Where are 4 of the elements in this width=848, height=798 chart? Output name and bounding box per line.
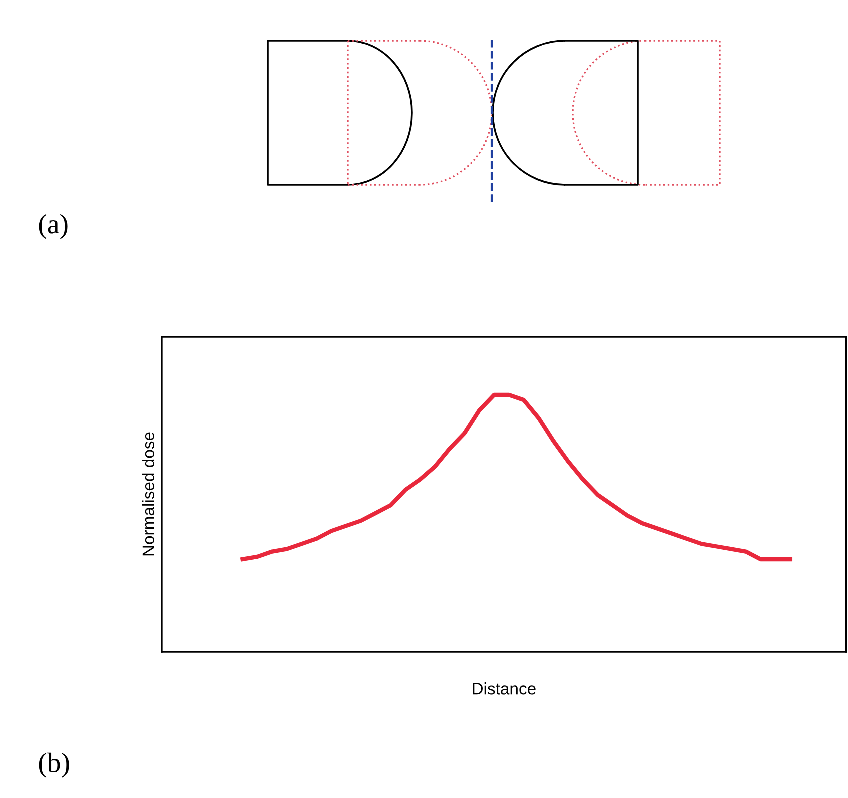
- x-axis-title: Distance: [473, 682, 536, 695]
- text: (a): [39, 214, 68, 240]
- text: (b): [39, 752, 70, 778]
- y-axis-title: Normalised dose: [142, 432, 155, 556]
